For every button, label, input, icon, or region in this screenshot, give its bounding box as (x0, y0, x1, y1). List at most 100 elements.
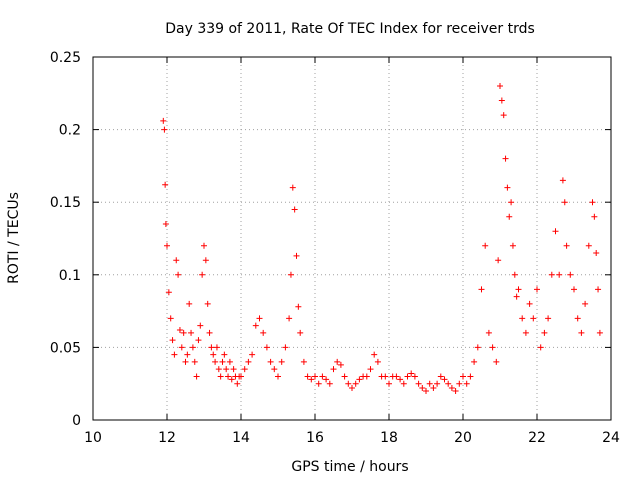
data-point (489, 344, 496, 351)
data-point (400, 380, 407, 387)
data-point (508, 199, 515, 206)
data-point (585, 242, 592, 249)
data-point (312, 373, 318, 380)
x-tick-label: 10 (84, 430, 102, 446)
x-tick-label: 18 (380, 430, 398, 446)
data-point (445, 380, 452, 387)
data-point (278, 358, 285, 365)
data-point (199, 271, 206, 278)
data-point (171, 351, 178, 358)
data-point (252, 322, 259, 329)
data-point (215, 366, 222, 373)
data-point (509, 242, 516, 249)
data-point (315, 380, 322, 387)
data-point (201, 242, 207, 249)
data-point (356, 376, 363, 383)
data-point (511, 271, 518, 278)
data-point (162, 220, 169, 227)
y-axis-label: ROTI / TECUs (6, 192, 22, 284)
data-point (552, 228, 559, 235)
data-point (206, 329, 213, 336)
data-point (334, 358, 341, 365)
y-axis-ticks: 0 0.05 0.1 0.15 0.2 0.25 (50, 50, 611, 429)
data-point (578, 329, 585, 336)
data-point (297, 329, 304, 336)
data-point (223, 366, 230, 373)
data-point (513, 293, 520, 300)
data-point (208, 344, 215, 351)
data-point (423, 387, 429, 394)
data-point (300, 358, 307, 365)
data-point (404, 373, 411, 380)
data-point (452, 387, 459, 394)
data-point (382, 373, 389, 380)
x-tick-label: 16 (306, 430, 324, 446)
data-point (341, 373, 348, 380)
data-point (234, 380, 241, 387)
data-point (267, 358, 274, 365)
data-point (188, 329, 195, 336)
data-point (241, 366, 248, 373)
data-point (323, 376, 330, 383)
data-point (393, 373, 400, 380)
data-point (176, 326, 183, 333)
data-point (164, 242, 170, 249)
data-point (574, 315, 581, 322)
data-point (448, 385, 455, 392)
data-point (186, 300, 193, 307)
data-point (352, 380, 359, 387)
data-point (217, 373, 224, 380)
data-point (519, 315, 526, 322)
data-point (228, 376, 235, 383)
data-point (363, 373, 370, 380)
data-point (260, 329, 267, 336)
data-point (456, 380, 463, 387)
data-point (238, 373, 244, 380)
data-point (437, 373, 444, 380)
data-point (460, 373, 466, 380)
y-tick-label: 0 (72, 413, 81, 429)
data-point (591, 213, 598, 220)
x-axis-label: GPS time / hours (291, 459, 408, 475)
x-tick-label: 22 (528, 430, 546, 446)
data-point (371, 351, 378, 358)
data-point (225, 373, 232, 380)
data-point (275, 373, 281, 380)
data-point (271, 366, 278, 373)
data-point (467, 373, 474, 380)
y-tick-label: 0.2 (59, 123, 81, 139)
data-point (556, 271, 563, 278)
data-point (593, 250, 600, 257)
data-point (178, 344, 185, 351)
data-point (160, 117, 167, 124)
data-point (249, 351, 256, 358)
data-point (498, 97, 505, 104)
data-point (293, 252, 300, 259)
data-point (500, 112, 507, 119)
data-point (230, 366, 237, 373)
data-point (197, 322, 204, 329)
data-point (345, 380, 352, 387)
x-tick-label: 12 (158, 430, 176, 446)
data-point (567, 271, 574, 278)
data-point (184, 351, 191, 358)
data-point (571, 286, 577, 293)
data-point (474, 344, 481, 351)
data-point (173, 257, 180, 264)
data-point (411, 373, 418, 380)
data-point (463, 380, 470, 387)
data-point (430, 385, 437, 392)
data-point (596, 329, 603, 336)
data-point (287, 271, 294, 278)
data-point (386, 380, 392, 387)
data-point (295, 303, 302, 310)
data-point (478, 286, 485, 293)
x-axis-ticks: 10 12 14 16 18 20 22 24 (84, 57, 620, 446)
data-point (221, 351, 228, 358)
data-point (195, 337, 202, 344)
data-point (308, 376, 315, 383)
data-point (191, 358, 198, 365)
data-point (415, 380, 422, 387)
data-point (213, 344, 220, 351)
data-point (482, 242, 489, 249)
